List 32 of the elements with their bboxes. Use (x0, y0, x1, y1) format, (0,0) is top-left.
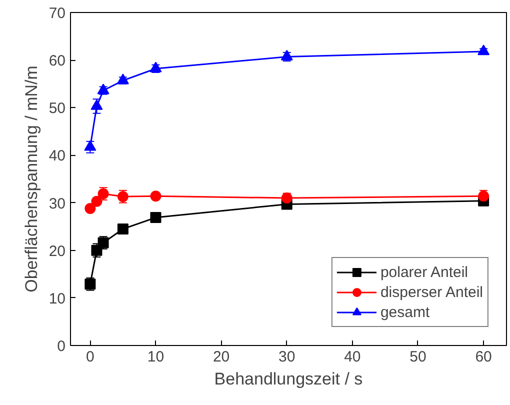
point (150, 190, 162, 202)
legend-label: gesamt (380, 304, 430, 320)
point (150, 62, 162, 72)
y-tick-label: 30 (48, 195, 66, 212)
x-tick-label: 60 (475, 348, 492, 366)
x-tick-label: 10 (147, 348, 164, 366)
x-tick-label: 40 (344, 348, 361, 366)
y-axis-title: Oberflächenspannung / mN/m (22, 66, 41, 292)
point (84, 140, 96, 151)
x-tick-label: 50 (410, 348, 426, 366)
point (478, 44, 490, 56)
y-tick-label: 10 (48, 290, 66, 308)
point (150, 212, 162, 224)
y-tick-label: 70 (48, 5, 66, 22)
y-tick-label: 0 (57, 338, 66, 355)
y-tick-label: 60 (48, 52, 66, 70)
x-axis-title: Behandlungszeit / s (214, 370, 363, 388)
y-tick-label: 40 (48, 148, 66, 165)
x-tick-label: 30 (278, 348, 296, 366)
y-tick-label: 50 (48, 100, 66, 118)
point (84, 203, 96, 214)
x-tick-label: 20 (212, 348, 230, 366)
point (117, 223, 128, 234)
point (116, 74, 129, 84)
point (90, 99, 103, 110)
legend-label: disperser Anteil (380, 284, 483, 300)
legend-label: polarer Anteil (380, 264, 468, 280)
point (91, 196, 102, 207)
y-tick-label: 20 (48, 242, 66, 260)
point (97, 84, 110, 94)
x-tick-label: 0 (86, 348, 94, 366)
point (281, 192, 292, 204)
